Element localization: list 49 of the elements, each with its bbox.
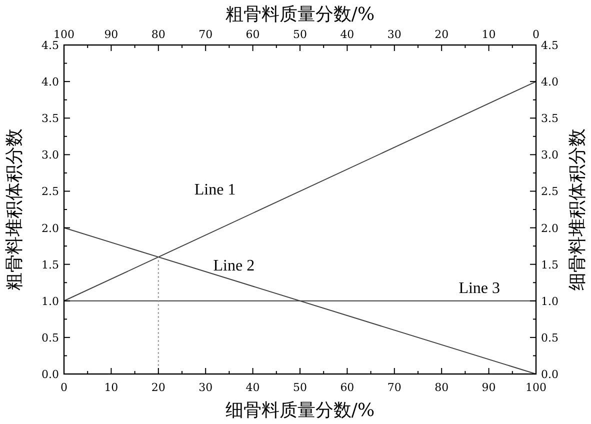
x-tick-label: 70: [387, 381, 402, 394]
y-tick-label: 1.0: [42, 294, 59, 308]
x2-tick-label: 50: [293, 28, 307, 41]
x-tick-label: 100: [526, 381, 546, 394]
x-tick-label: 80: [434, 381, 449, 394]
y-tick-label: 3.5: [42, 112, 59, 126]
y2-tick-label: 0.0: [541, 368, 558, 381]
series-label: Line 2: [213, 257, 255, 274]
y2-tick-label: 4.5: [541, 39, 558, 52]
x2-tick-label: 10: [482, 28, 496, 41]
y2-tick-label: 1.5: [541, 258, 558, 272]
x-tick-label: 20: [151, 381, 166, 394]
x-tick-label: 40: [246, 381, 260, 394]
series-label: Line 3: [458, 280, 500, 297]
x2-tick-label: 100: [54, 28, 74, 41]
x-axis-title: 细骨料质量分数/%: [225, 400, 375, 421]
x2-tick-label: 20: [434, 28, 449, 41]
y-tick-label: 3.0: [42, 148, 59, 162]
y2-tick-label: 3.5: [541, 112, 558, 126]
x2-tick-label: 0: [532, 28, 540, 41]
x2-tick-label: 30: [387, 28, 402, 41]
y-axis-title: 粗骨料堆积体积分数: [4, 128, 25, 290]
y2-axis-title: 细骨料堆积体积分数: [567, 128, 588, 290]
x2-tick-label: 70: [198, 28, 213, 41]
series-label: Line 1: [194, 182, 236, 199]
x-tick-label: 30: [198, 381, 213, 394]
y-tick-label: 0.5: [42, 331, 59, 344]
y2-tick-label: 2.5: [541, 185, 558, 198]
y-tick-label: 0.0: [42, 368, 59, 381]
y2-tick-label: 1.0: [541, 294, 558, 308]
y-tick-label: 2.0: [42, 222, 59, 235]
x-tick-label: 0: [60, 381, 68, 394]
x-tick-label: 90: [482, 381, 496, 394]
y-tick-label: 4.0: [42, 76, 59, 89]
y2-tick-label: 3.0: [541, 148, 558, 162]
y-tick-label: 1.5: [42, 258, 59, 272]
x2-tick-label: 60: [246, 28, 260, 41]
y-tick-label: 2.5: [42, 185, 59, 198]
x2-tick-label: 80: [151, 28, 166, 41]
x-tick-label: 50: [293, 381, 307, 394]
x-tick-label: 10: [104, 381, 118, 394]
y2-tick-label: 0.5: [541, 331, 558, 344]
y2-tick-label: 4.0: [541, 76, 558, 89]
x2-tick-label: 40: [340, 28, 354, 41]
x2-tick-label: 90: [104, 28, 118, 41]
x2-axis-title: 粗骨料质量分数/%: [225, 4, 375, 25]
y2-tick-label: 2.0: [541, 222, 558, 235]
x-tick-label: 60: [340, 381, 354, 394]
y-tick-label: 4.5: [42, 39, 59, 52]
